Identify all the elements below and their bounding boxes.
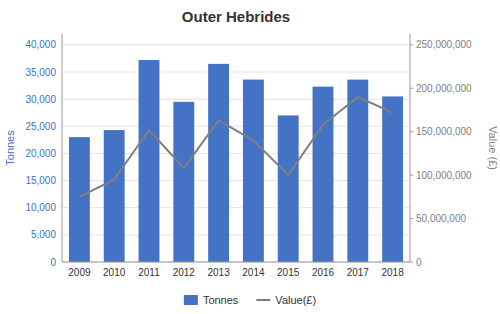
bar	[347, 80, 368, 262]
y2-axis-label: Value (£)	[487, 126, 499, 170]
bar	[139, 60, 160, 262]
chart: Outer Hebrides 0 5,000 10,000 15,000 20,000 25…	[0, 0, 500, 314]
x-tick-label: 2018	[381, 267, 404, 278]
y2-axis	[410, 34, 411, 262]
line	[79, 97, 392, 197]
y-tick-label: 5,000	[31, 229, 56, 240]
grid	[62, 45, 410, 262]
bar	[208, 64, 229, 262]
y-axis	[62, 34, 63, 262]
y-tick-label: 10,000	[25, 202, 56, 213]
legend-label: Value(£)	[275, 294, 316, 306]
grid-line	[62, 262, 410, 263]
y-tick-label: 40,000	[25, 39, 56, 50]
legend-swatch	[184, 295, 198, 305]
legend-swatch	[256, 299, 270, 301]
x-tick-label: 2017	[347, 267, 370, 278]
legend-item: Value(£)	[256, 294, 316, 306]
x-tick-label: 2013	[207, 267, 230, 278]
marks	[69, 60, 403, 262]
x-tick-label: 2016	[312, 267, 335, 278]
x-tick-label: 2012	[173, 267, 196, 278]
bar	[173, 102, 194, 262]
x-tick-label: 2009	[68, 267, 91, 278]
y2-tick-label: 200,000,000	[416, 83, 472, 94]
y2-tick-label: 100,000,000	[416, 170, 472, 181]
x-tick-label: 2011	[138, 267, 160, 278]
bar	[243, 80, 264, 262]
title: Outer Hebrides	[182, 8, 290, 25]
x-axis	[62, 262, 410, 263]
x-tick-label: 2014	[242, 267, 265, 278]
y-tick-label: 0	[50, 257, 56, 268]
y-tick-label: 25,000	[25, 121, 56, 132]
y-axis-label: Tonnes	[4, 130, 16, 166]
y2-tick-label: 0	[416, 257, 422, 268]
y2-tick-label: 150,000,000	[416, 126, 472, 137]
y2-tick-label: 50,000,000	[416, 213, 466, 224]
legend-item: Tonnes	[184, 294, 239, 306]
x-tick-label: 2010	[103, 267, 126, 278]
y-tick-label: 20,000	[25, 148, 56, 159]
legend-label: Tonnes	[203, 294, 239, 306]
bar	[382, 96, 403, 262]
y-tick-label: 35,000	[25, 67, 56, 78]
bar	[104, 130, 125, 262]
y2-tick-label: 250,000,000	[416, 39, 472, 50]
y-tick-label: 30,000	[25, 94, 56, 105]
legend: Tonnes Value(£)	[184, 294, 316, 306]
y-tick-label: 15,000	[25, 175, 56, 186]
bar-series	[69, 60, 403, 262]
grid-line	[62, 44, 410, 45]
x-tick-label: 2015	[277, 267, 300, 278]
bar	[69, 137, 90, 262]
bar	[278, 115, 299, 262]
bar	[313, 87, 334, 262]
grid-line	[62, 72, 410, 73]
